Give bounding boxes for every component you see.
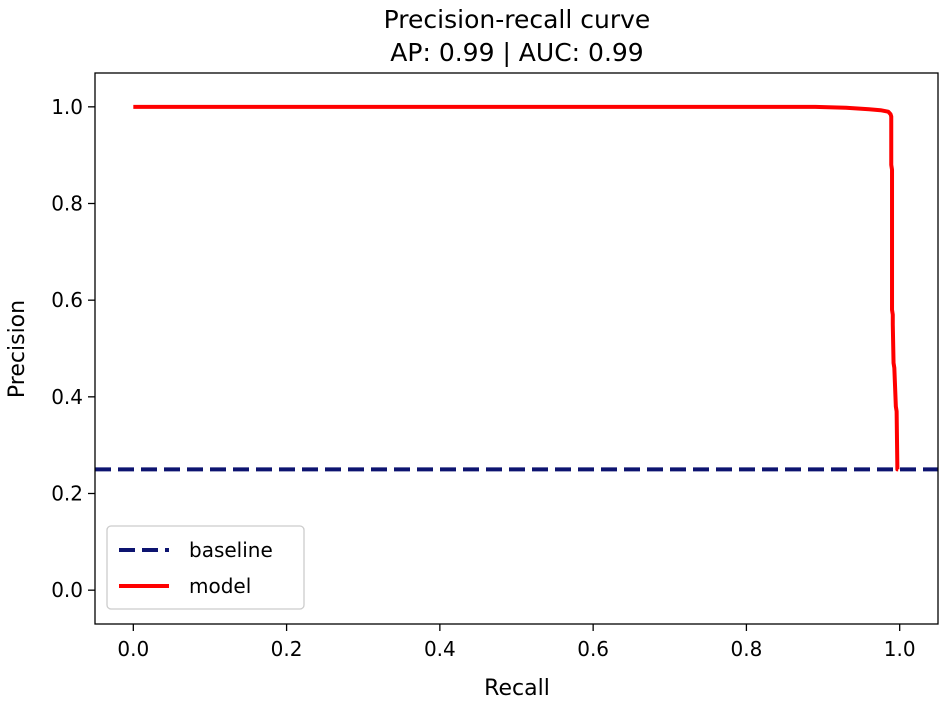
x-tick-label: 0.0 bbox=[117, 637, 149, 661]
x-tick-label: 0.8 bbox=[731, 637, 763, 661]
y-tick-label: 1.0 bbox=[51, 95, 83, 119]
legend-box bbox=[106, 525, 305, 610]
plot-area bbox=[94, 72, 939, 625]
y-tick-label: 0.0 bbox=[51, 578, 83, 602]
axes-frame bbox=[94, 72, 939, 625]
y-tick-label: 0.4 bbox=[51, 385, 83, 409]
legend-label-model: model bbox=[189, 574, 251, 598]
x-tick-label: 0.4 bbox=[424, 637, 456, 661]
x-axis-label: Recall bbox=[484, 676, 550, 701]
series-line-model bbox=[133, 104, 900, 472]
axis-ticks: 0.0 0.2 0.4 0.6 0.8 1.0 0.0 0.2 0.4 0.6 0.8 1.0 bbox=[51, 95, 915, 661]
legend: baseline model bbox=[106, 525, 305, 610]
y-axis-label: Precision bbox=[5, 300, 30, 398]
x-tick-label: 1.0 bbox=[884, 637, 916, 661]
x-tick-label: 0.2 bbox=[271, 637, 303, 661]
chart-subtitle: AP: 0.99 | AUC: 0.99 bbox=[390, 38, 643, 67]
y-tick-label: 0.2 bbox=[51, 482, 83, 506]
legend-label-baseline: baseline bbox=[189, 538, 273, 562]
y-tick-label: 0.8 bbox=[51, 192, 83, 216]
y-tick-label: 0.6 bbox=[51, 288, 83, 312]
x-tick-label: 0.6 bbox=[577, 637, 609, 661]
chart-title: Precision-recall curve bbox=[384, 5, 651, 34]
